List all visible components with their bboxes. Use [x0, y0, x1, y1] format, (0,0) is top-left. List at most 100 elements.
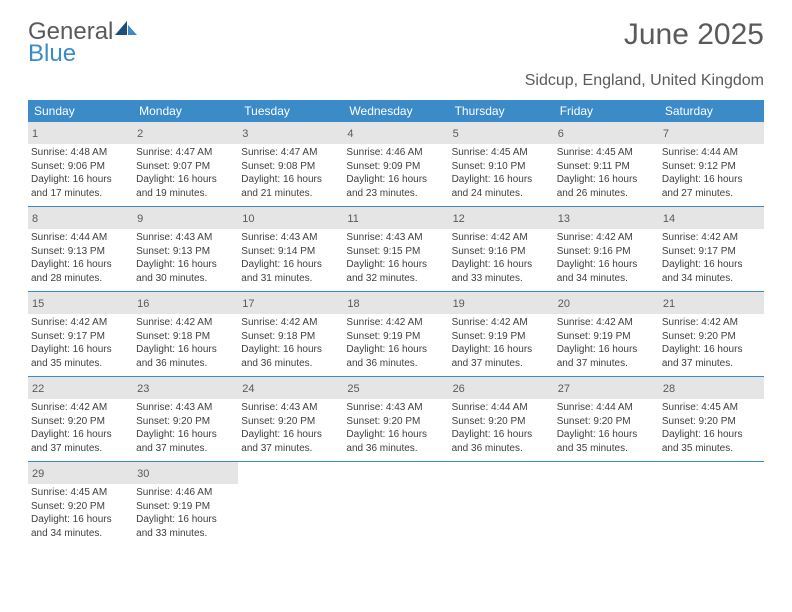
day-detail-sunrise: Sunrise: 4:46 AM: [346, 146, 445, 160]
day-cell: [659, 462, 764, 546]
day-detail-sunset: Sunset: 9:20 PM: [241, 415, 340, 429]
day-detail-dl2: and 37 minutes.: [31, 442, 130, 456]
day-cell: 14Sunrise: 4:42 AMSunset: 9:17 PMDayligh…: [659, 207, 764, 291]
day-cell: 18Sunrise: 4:42 AMSunset: 9:19 PMDayligh…: [343, 292, 448, 376]
day-cell: 12Sunrise: 4:42 AMSunset: 9:16 PMDayligh…: [449, 207, 554, 291]
day-detail-sunrise: Sunrise: 4:45 AM: [452, 146, 551, 160]
day-cell: 15Sunrise: 4:42 AMSunset: 9:17 PMDayligh…: [28, 292, 133, 376]
day-detail-sunrise: Sunrise: 4:44 AM: [31, 231, 130, 245]
day-cell: 22Sunrise: 4:42 AMSunset: 9:20 PMDayligh…: [28, 377, 133, 461]
day-detail-sunset: Sunset: 9:07 PM: [136, 160, 235, 174]
day-detail-sunset: Sunset: 9:17 PM: [31, 330, 130, 344]
day-detail-dl1: Daylight: 16 hours: [452, 428, 551, 442]
day-detail-sunset: Sunset: 9:13 PM: [136, 245, 235, 259]
day-detail-dl1: Daylight: 16 hours: [662, 173, 761, 187]
day-detail-sunset: Sunset: 9:18 PM: [241, 330, 340, 344]
day-number: 5: [453, 128, 459, 140]
day-header: Sunday: [28, 100, 133, 122]
day-number-row: 2: [133, 122, 238, 144]
day-detail-dl2: and 31 minutes.: [241, 272, 340, 286]
day-number: 13: [558, 213, 570, 225]
day-number-row: 4: [343, 122, 448, 144]
day-number-row: 3: [238, 122, 343, 144]
day-number: 28: [663, 383, 675, 395]
day-number-row: 21: [659, 292, 764, 314]
day-detail-dl1: Daylight: 16 hours: [241, 173, 340, 187]
day-detail-dl1: Daylight: 16 hours: [31, 173, 130, 187]
day-detail-dl2: and 36 minutes.: [136, 357, 235, 371]
day-number-row: 18: [343, 292, 448, 314]
day-detail-dl2: and 34 minutes.: [557, 272, 656, 286]
day-number-row: 10: [238, 207, 343, 229]
day-number-row: 13: [554, 207, 659, 229]
day-detail-dl1: Daylight: 16 hours: [346, 258, 445, 272]
day-detail-dl2: and 35 minutes.: [662, 442, 761, 456]
day-detail-dl2: and 32 minutes.: [346, 272, 445, 286]
day-cell: 20Sunrise: 4:42 AMSunset: 9:19 PMDayligh…: [554, 292, 659, 376]
day-number: 27: [558, 383, 570, 395]
day-detail-sunset: Sunset: 9:19 PM: [557, 330, 656, 344]
day-cell: 4 Sunrise: 4:46 AMSunset: 9:09 PMDaylight…: [343, 122, 448, 206]
day-detail-dl1: Daylight: 16 hours: [136, 513, 235, 527]
day-detail-dl2: and 33 minutes.: [136, 527, 235, 541]
day-number: 7: [663, 128, 669, 140]
day-number: 1: [32, 128, 38, 140]
day-number-row: 17: [238, 292, 343, 314]
day-number-row: 7: [659, 122, 764, 144]
logo-text-blue: Blue: [28, 40, 76, 67]
day-detail-dl1: Daylight: 16 hours: [557, 343, 656, 357]
day-detail-dl1: Daylight: 16 hours: [346, 343, 445, 357]
day-detail-sunset: Sunset: 9:16 PM: [452, 245, 551, 259]
day-cell: 24Sunrise: 4:43 AMSunset: 9:20 PMDayligh…: [238, 377, 343, 461]
day-detail-sunrise: Sunrise: 4:44 AM: [662, 146, 761, 160]
day-number-row: 5: [449, 122, 554, 144]
day-detail-sunset: Sunset: 9:12 PM: [662, 160, 761, 174]
day-cell: 25Sunrise: 4:43 AMSunset: 9:20 PMDayligh…: [343, 377, 448, 461]
day-detail-sunset: Sunset: 9:20 PM: [31, 500, 130, 514]
day-header: Monday: [133, 100, 238, 122]
day-number: 6: [558, 128, 564, 140]
day-number: 29: [32, 468, 44, 480]
day-number-row: 14: [659, 207, 764, 229]
day-detail-dl2: and 27 minutes.: [662, 187, 761, 201]
day-number-row: 19: [449, 292, 554, 314]
day-detail-sunrise: Sunrise: 4:42 AM: [452, 231, 551, 245]
day-number: 2: [137, 128, 143, 140]
day-detail-sunset: Sunset: 9:20 PM: [662, 330, 761, 344]
day-detail-dl2: and 19 minutes.: [136, 187, 235, 201]
day-detail-sunset: Sunset: 9:09 PM: [346, 160, 445, 174]
day-number: 25: [347, 383, 359, 395]
day-cell: 11Sunrise: 4:43 AMSunset: 9:15 PMDayligh…: [343, 207, 448, 291]
day-cell: 9Sunrise: 4:43 AMSunset: 9:13 PMDaylight…: [133, 207, 238, 291]
day-detail-sunrise: Sunrise: 4:43 AM: [136, 231, 235, 245]
day-detail-dl1: Daylight: 16 hours: [31, 343, 130, 357]
day-detail-sunrise: Sunrise: 4:42 AM: [31, 401, 130, 415]
week-row: 29Sunrise: 4:45 AMSunset: 9:20 PMDayligh…: [28, 462, 764, 546]
day-cell: 5Sunrise: 4:45 AMSunset: 9:10 PMDaylight…: [449, 122, 554, 206]
day-number: 9: [137, 213, 143, 225]
day-number: 16: [137, 298, 149, 310]
day-detail-sunrise: Sunrise: 4:46 AM: [136, 486, 235, 500]
day-detail-sunset: Sunset: 9:06 PM: [31, 160, 130, 174]
page-title: June 2025: [624, 18, 764, 52]
day-cell: 13Sunrise: 4:42 AMSunset: 9:16 PMDayligh…: [554, 207, 659, 291]
day-detail-dl1: Daylight: 16 hours: [136, 343, 235, 357]
day-number-row: 20: [554, 292, 659, 314]
day-header: Tuesday: [238, 100, 343, 122]
day-detail-sunset: Sunset: 9:19 PM: [346, 330, 445, 344]
day-detail-dl2: and 35 minutes.: [31, 357, 130, 371]
day-detail-dl2: and 36 minutes.: [346, 357, 445, 371]
day-detail-dl2: and 37 minutes.: [662, 357, 761, 371]
day-detail-dl1: Daylight: 16 hours: [136, 428, 235, 442]
day-detail-dl2: and 26 minutes.: [557, 187, 656, 201]
day-detail-sunset: Sunset: 9:18 PM: [136, 330, 235, 344]
day-number: 3: [242, 128, 248, 140]
day-number: 24: [242, 383, 254, 395]
day-number-row: 8: [28, 207, 133, 229]
day-detail-dl2: and 34 minutes.: [662, 272, 761, 286]
week-row: 22Sunrise: 4:42 AMSunset: 9:20 PMDayligh…: [28, 377, 764, 462]
day-detail-dl1: Daylight: 16 hours: [452, 173, 551, 187]
day-detail-sunrise: Sunrise: 4:42 AM: [662, 231, 761, 245]
day-detail-dl1: Daylight: 16 hours: [31, 428, 130, 442]
day-detail-dl1: Daylight: 16 hours: [346, 173, 445, 187]
